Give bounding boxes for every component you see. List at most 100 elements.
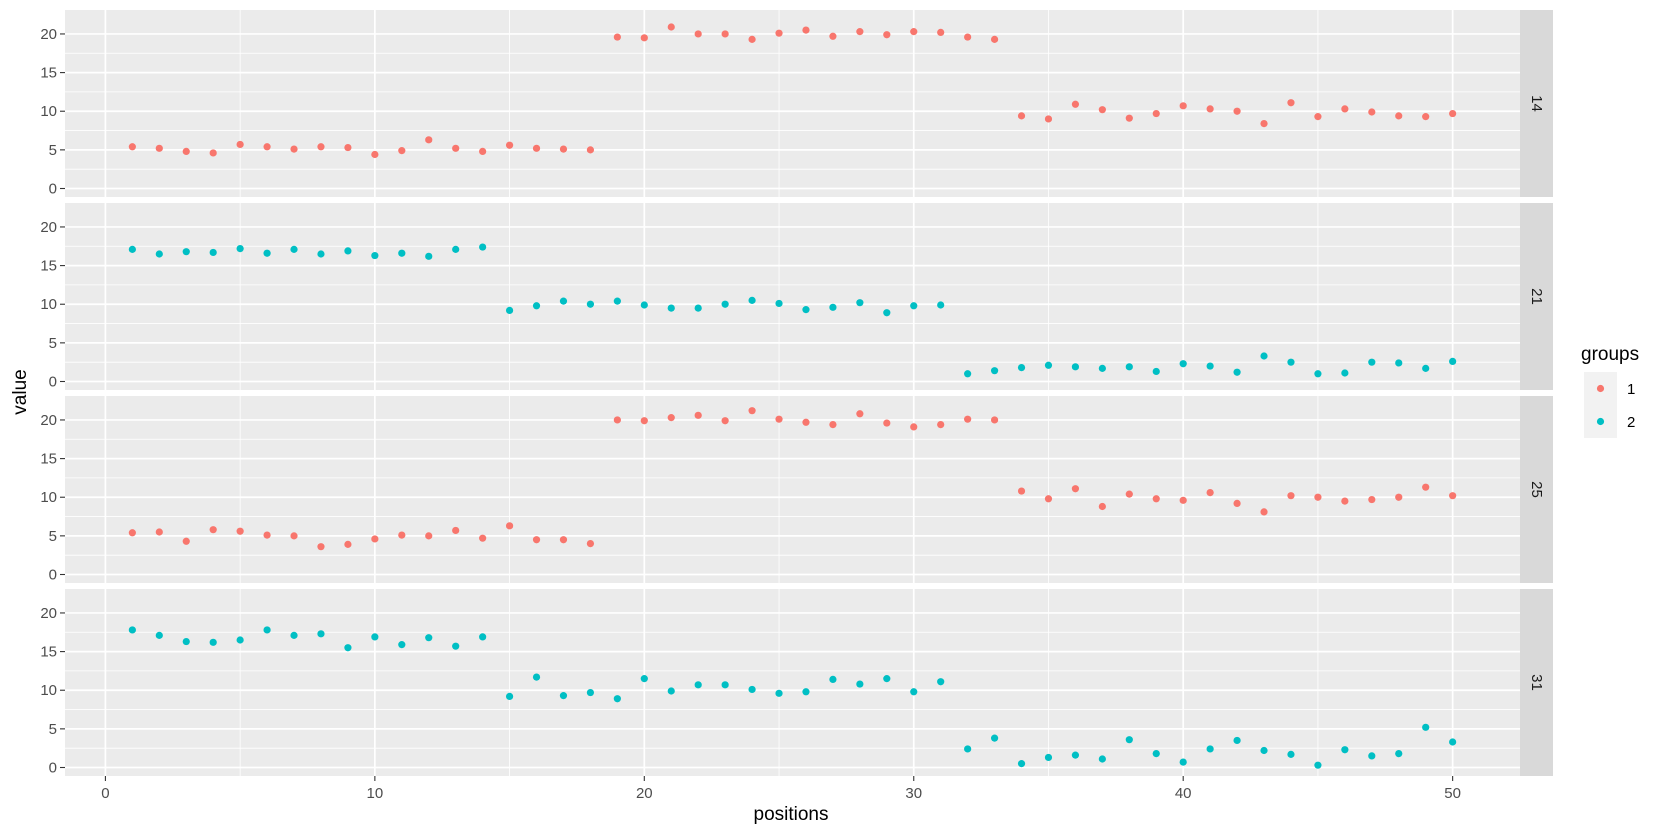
data-point [829, 32, 837, 40]
data-point [1152, 749, 1160, 758]
data-point [317, 250, 325, 258]
y-tick-label: 20 [40, 219, 57, 236]
data-point [1098, 364, 1106, 372]
data-point [775, 689, 783, 697]
data-point [128, 529, 136, 537]
data-point [937, 301, 945, 309]
data-point [1395, 359, 1403, 367]
data-point [990, 416, 999, 424]
data-point [559, 297, 568, 305]
facet-strip-label: 31 [1528, 674, 1545, 691]
data-point [586, 146, 595, 154]
x-tick-label: 50 [1444, 785, 1461, 802]
data-point [802, 26, 810, 34]
data-point [1071, 751, 1080, 759]
data-point [883, 309, 891, 317]
y-tick-label: 15 [40, 644, 57, 661]
data-point [559, 536, 568, 544]
data-point [1368, 108, 1376, 116]
legend-key-1: 1 [1584, 372, 1635, 405]
y-tick-label: 15 [40, 65, 57, 82]
data-point [425, 532, 433, 540]
data-point [1152, 495, 1160, 503]
data-point [1341, 497, 1349, 505]
data-point [1125, 114, 1133, 122]
y-tick-label: 0 [49, 760, 57, 777]
data-point [856, 410, 864, 418]
data-point [263, 531, 271, 539]
data-point [667, 23, 675, 31]
y-tick-label: 10 [40, 103, 57, 120]
data-point [236, 244, 244, 253]
data-point [964, 415, 972, 423]
data-point [1044, 115, 1053, 123]
data-point [425, 136, 433, 144]
legend: groups 1 2 [1581, 344, 1639, 438]
y-tick-label: 20 [40, 26, 57, 43]
data-point [1206, 745, 1214, 753]
data-point [317, 143, 325, 151]
data-point [964, 745, 972, 753]
y-tick-label: 10 [40, 296, 57, 313]
data-point [829, 420, 837, 429]
data-point [128, 626, 136, 634]
data-point [883, 419, 891, 427]
x-tick-label: 20 [636, 785, 653, 802]
data-point [1314, 370, 1322, 378]
data-point [532, 673, 541, 681]
facet-panel-25: 0 5 10 15 20 25 [40, 396, 1553, 584]
data-point [317, 630, 325, 638]
data-point [1071, 485, 1080, 493]
data-point [1260, 119, 1268, 128]
data-point [1395, 493, 1403, 501]
data-point [1449, 492, 1457, 500]
data-point [1287, 358, 1295, 366]
data-point [694, 30, 702, 38]
data-point [317, 543, 325, 551]
data-point [586, 300, 595, 308]
data-point [155, 144, 163, 152]
data-point [1287, 750, 1295, 758]
data-point [1152, 367, 1160, 376]
data-point [1179, 758, 1187, 766]
data-point [532, 302, 541, 310]
data-point [613, 297, 621, 305]
facet-panels: 0 5 10 15 20 14 0 5 10 15 20 21 0 5 10 15 20 25 0 5 10 15 20 31 [40, 10, 1553, 777]
data-point [937, 420, 945, 429]
facet-panel-31: 0 5 10 15 20 31 [40, 589, 1553, 777]
data-point [1071, 100, 1080, 108]
legend-label: 2 [1627, 414, 1635, 431]
data-point [1260, 508, 1268, 516]
data-point [1422, 483, 1430, 491]
legend-title: groups [1581, 344, 1639, 365]
data-point [937, 28, 945, 37]
data-point [559, 692, 568, 700]
data-point [371, 150, 379, 159]
data-point [1233, 736, 1241, 745]
facet-strip [1520, 396, 1553, 583]
data-point [1179, 496, 1187, 504]
data-point [694, 411, 702, 419]
data-point [1179, 360, 1187, 368]
y-tick-label: 10 [40, 682, 57, 699]
data-point [586, 688, 595, 697]
data-point [586, 539, 595, 548]
data-point [505, 522, 514, 530]
data-point [1395, 112, 1403, 120]
y-tick-label: 0 [49, 567, 57, 584]
data-point [505, 306, 514, 315]
data-point [532, 144, 541, 152]
data-point [479, 243, 487, 251]
data-point [990, 35, 999, 43]
data-point [1206, 105, 1214, 113]
data-point [1017, 487, 1026, 495]
facet-strip [1520, 10, 1553, 197]
data-point [236, 140, 244, 149]
panel-background [65, 589, 1520, 776]
data-point [1206, 488, 1214, 497]
data-point [1449, 357, 1457, 366]
data-point [910, 688, 918, 696]
data-point [1368, 495, 1376, 504]
data-point [505, 141, 514, 149]
data-point [667, 687, 675, 695]
